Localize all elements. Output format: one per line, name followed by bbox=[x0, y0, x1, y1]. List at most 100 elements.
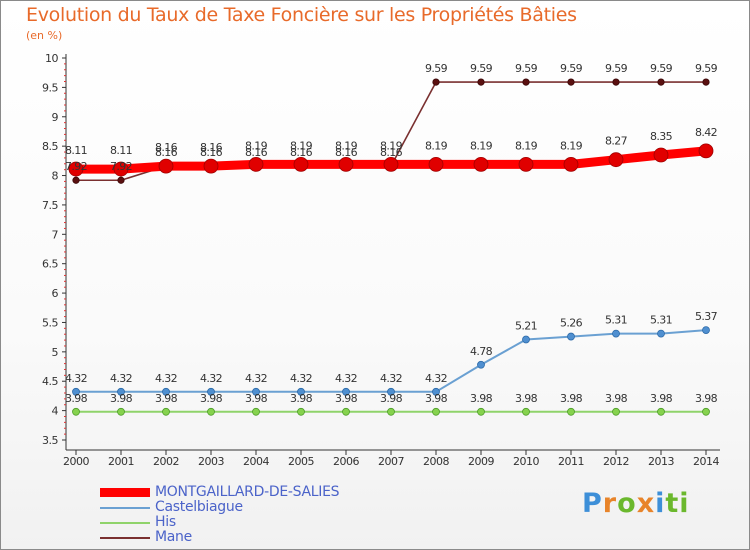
y-tick-label: 8.5 bbox=[42, 140, 58, 153]
data-label-montgaillard: 8.19 bbox=[245, 139, 268, 152]
y-tick-label: 8 bbox=[52, 170, 59, 183]
x-tick-label: 2003 bbox=[198, 455, 224, 468]
data-point-montgaillard bbox=[653, 147, 669, 163]
data-label-his: 3.98 bbox=[605, 392, 628, 405]
y-tick-label: 5.5 bbox=[42, 316, 58, 329]
data-label-mane: 9.59 bbox=[470, 62, 493, 75]
y-tick-label: 10 bbox=[45, 52, 58, 65]
data-label-mane: 9.59 bbox=[515, 62, 538, 75]
x-tick-label: 2010 bbox=[513, 455, 539, 468]
data-point-castelbiague bbox=[162, 387, 170, 396]
data-label-his: 3.98 bbox=[515, 392, 538, 405]
data-point-his bbox=[297, 407, 305, 416]
data-point-castelbiague bbox=[252, 387, 260, 396]
data-point-his bbox=[387, 407, 395, 416]
data-label-mane: 8.16 bbox=[245, 146, 268, 159]
data-label-castelbiague: 4.32 bbox=[245, 372, 267, 385]
x-tick-label: 2006 bbox=[333, 455, 359, 468]
data-label-montgaillard: 8.42 bbox=[695, 126, 717, 139]
data-point-his bbox=[117, 407, 125, 416]
data-label-his: 3.98 bbox=[425, 392, 448, 405]
data-label-his: 3.98 bbox=[200, 392, 223, 405]
data-point-montgaillard bbox=[563, 156, 579, 172]
data-label-montgaillard: 8.19 bbox=[470, 139, 493, 152]
data-label-mane: 8.16 bbox=[200, 146, 223, 159]
data-point-castelbiague bbox=[207, 387, 215, 396]
data-label-montgaillard: 8.19 bbox=[515, 139, 538, 152]
legend-swatch-mane bbox=[100, 537, 150, 539]
data-label-mane: 9.59 bbox=[605, 62, 628, 75]
data-label-montgaillard: 8.19 bbox=[560, 139, 583, 152]
data-point-mane bbox=[522, 78, 530, 86]
y-tick-label: 9 bbox=[52, 111, 59, 124]
data-point-montgaillard bbox=[518, 156, 534, 172]
logo-letter: i bbox=[655, 488, 666, 519]
data-point-mane bbox=[477, 78, 485, 86]
logo-letter: r bbox=[602, 488, 618, 519]
legend-label-castelbiague: Castelbiague bbox=[155, 499, 243, 515]
x-tick-label: 2012 bbox=[603, 455, 629, 468]
data-label-mane: 9.59 bbox=[695, 62, 718, 75]
data-label-montgaillard: 8.11 bbox=[65, 144, 87, 157]
legend-item-castelbiague: Castelbiague bbox=[100, 499, 420, 517]
logo-letter: t bbox=[665, 488, 680, 519]
data-point-montgaillard bbox=[68, 161, 84, 177]
legend-item-mane: Mane bbox=[100, 529, 420, 547]
data-label-montgaillard: 8.16 bbox=[155, 141, 178, 154]
data-label-castelbiague: 4.32 bbox=[290, 372, 312, 385]
x-tick-label: 2000 bbox=[63, 455, 89, 468]
y-tick-label: 7.5 bbox=[42, 199, 58, 212]
data-label-castelbiague: 4.32 bbox=[155, 372, 177, 385]
data-label-castelbiague: 5.37 bbox=[695, 310, 718, 323]
data-label-montgaillard: 8.27 bbox=[605, 135, 628, 148]
data-point-montgaillard bbox=[698, 143, 714, 159]
data-label-mane: 8.16 bbox=[290, 146, 313, 159]
data-point-castelbiague bbox=[657, 329, 665, 338]
data-point-his bbox=[162, 407, 170, 416]
data-label-mane: 8.16 bbox=[380, 146, 403, 159]
x-tick-label: 2005 bbox=[288, 455, 314, 468]
data-label-montgaillard: 8.16 bbox=[200, 141, 223, 154]
data-point-montgaillard bbox=[383, 156, 399, 172]
y-tick-label: 3.5 bbox=[42, 434, 58, 447]
x-tick-label: 2008 bbox=[423, 455, 449, 468]
data-point-his bbox=[657, 407, 665, 416]
data-point-his bbox=[522, 407, 530, 416]
data-label-his: 3.98 bbox=[650, 392, 673, 405]
data-label-his: 3.98 bbox=[335, 392, 358, 405]
data-point-mane bbox=[702, 78, 710, 86]
data-label-castelbiague: 4.32 bbox=[200, 372, 222, 385]
data-label-his: 3.98 bbox=[560, 392, 583, 405]
data-point-his bbox=[72, 407, 80, 416]
data-point-castelbiague bbox=[567, 332, 575, 341]
y-tick-label: 6.5 bbox=[42, 258, 58, 271]
data-point-his bbox=[567, 407, 575, 416]
data-point-mane bbox=[72, 176, 80, 184]
data-label-montgaillard: 8.35 bbox=[650, 130, 673, 143]
logo-letter: x bbox=[636, 488, 656, 519]
data-point-castelbiague bbox=[702, 326, 710, 335]
logo-letter: i bbox=[679, 488, 690, 519]
data-point-montgaillard bbox=[608, 152, 624, 168]
data-point-his bbox=[207, 407, 215, 416]
data-label-his: 3.98 bbox=[155, 392, 178, 405]
data-label-his: 3.98 bbox=[380, 392, 403, 405]
data-point-montgaillard bbox=[203, 158, 219, 174]
data-label-his: 3.98 bbox=[290, 392, 313, 405]
y-tick-label: 4 bbox=[52, 405, 59, 418]
legend-item-his: His bbox=[100, 514, 420, 532]
x-tick-label: 2011 bbox=[558, 455, 584, 468]
data-label-castelbiague: 4.32 bbox=[425, 372, 447, 385]
x-tick-label: 2014 bbox=[693, 455, 719, 468]
data-label-castelbiague: 4.78 bbox=[470, 345, 493, 358]
y-tick-label: 4.5 bbox=[42, 375, 58, 388]
data-label-mane: 7.92 bbox=[65, 160, 87, 173]
data-point-castelbiague bbox=[387, 387, 395, 396]
data-label-mane: 9.59 bbox=[650, 62, 673, 75]
y-tick-label: 7 bbox=[52, 228, 59, 241]
data-point-castelbiague bbox=[117, 387, 125, 396]
x-tick-label: 2001 bbox=[108, 455, 134, 468]
data-label-montgaillard: 8.19 bbox=[335, 139, 358, 152]
data-point-montgaillard bbox=[113, 161, 129, 177]
